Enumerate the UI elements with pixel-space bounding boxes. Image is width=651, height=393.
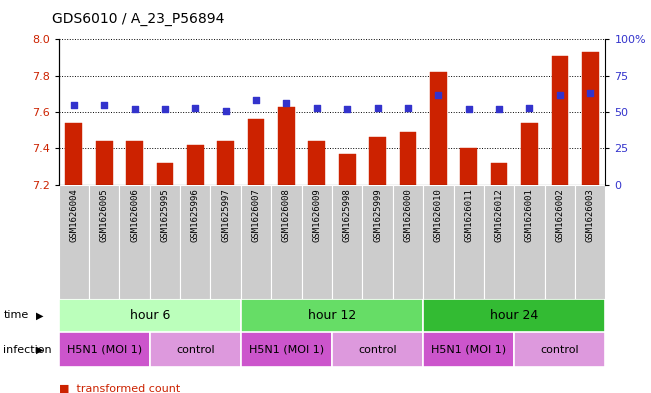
Bar	[150, 332, 241, 367]
Text: GDS6010 / A_23_P56894: GDS6010 / A_23_P56894	[52, 12, 225, 26]
Bar	[491, 163, 507, 185]
Bar	[460, 149, 477, 185]
Text: infection: infection	[3, 345, 52, 355]
Text: GSM1625995: GSM1625995	[160, 188, 169, 242]
Text: GSM1626005: GSM1626005	[100, 188, 109, 242]
Text: ▶: ▶	[36, 345, 44, 355]
Point	[190, 105, 201, 111]
Text: control: control	[540, 345, 579, 355]
Bar	[278, 107, 295, 185]
Text: control: control	[176, 345, 215, 355]
Bar	[423, 332, 514, 367]
Bar	[400, 132, 416, 185]
Bar	[247, 119, 264, 185]
Bar	[514, 185, 545, 299]
Point	[68, 101, 79, 108]
Text: control: control	[358, 345, 397, 355]
Bar	[423, 299, 605, 332]
Point	[585, 90, 596, 96]
Bar	[393, 185, 423, 299]
Text: GSM1625997: GSM1625997	[221, 188, 230, 242]
Bar	[309, 141, 325, 185]
Bar	[217, 141, 234, 185]
Bar	[59, 185, 89, 299]
Text: H5N1 (MOI 1): H5N1 (MOI 1)	[66, 345, 142, 355]
Bar	[332, 332, 423, 367]
Point	[312, 105, 322, 111]
Text: GSM1625998: GSM1625998	[342, 188, 352, 242]
Bar	[119, 185, 150, 299]
Bar	[180, 185, 210, 299]
Bar	[369, 138, 386, 185]
Text: GSM1626010: GSM1626010	[434, 188, 443, 242]
Bar	[241, 332, 332, 367]
Bar	[514, 332, 605, 367]
Point	[494, 106, 505, 112]
Point	[281, 100, 292, 107]
Bar	[59, 332, 150, 367]
Text: GSM1626009: GSM1626009	[312, 188, 322, 242]
Point	[159, 106, 170, 112]
Bar	[545, 185, 575, 299]
Point	[251, 97, 261, 103]
Bar	[150, 185, 180, 299]
Text: GSM1625999: GSM1625999	[373, 188, 382, 242]
Text: ▶: ▶	[36, 310, 44, 320]
Bar	[301, 185, 332, 299]
Point	[464, 106, 474, 112]
Bar	[423, 185, 454, 299]
Point	[99, 101, 109, 108]
Bar	[521, 123, 538, 185]
Text: hour 24: hour 24	[490, 309, 538, 322]
Bar	[156, 163, 173, 185]
Text: GSM1626003: GSM1626003	[586, 188, 595, 242]
Text: hour 12: hour 12	[308, 309, 356, 322]
Bar	[332, 185, 363, 299]
Bar	[575, 185, 605, 299]
Bar	[126, 141, 143, 185]
Text: GSM1626007: GSM1626007	[251, 188, 260, 242]
Text: ■  transformed count: ■ transformed count	[59, 383, 180, 393]
Point	[555, 92, 565, 98]
Bar	[484, 185, 514, 299]
Point	[342, 106, 352, 112]
Bar	[582, 52, 598, 185]
Text: GSM1626008: GSM1626008	[282, 188, 291, 242]
Bar	[271, 185, 301, 299]
Bar	[241, 185, 271, 299]
Text: hour 6: hour 6	[130, 309, 170, 322]
Bar	[551, 56, 568, 185]
Text: H5N1 (MOI 1): H5N1 (MOI 1)	[249, 345, 324, 355]
Text: GSM1626004: GSM1626004	[69, 188, 78, 242]
Bar	[210, 185, 241, 299]
Point	[433, 92, 443, 98]
Text: GSM1626011: GSM1626011	[464, 188, 473, 242]
Bar	[59, 299, 241, 332]
Text: GSM1626006: GSM1626006	[130, 188, 139, 242]
Text: GSM1626000: GSM1626000	[404, 188, 413, 242]
Point	[403, 105, 413, 111]
Text: GSM1625996: GSM1625996	[191, 188, 200, 242]
Bar	[363, 185, 393, 299]
Point	[372, 105, 383, 111]
Text: GSM1626012: GSM1626012	[495, 188, 504, 242]
Bar	[241, 299, 423, 332]
Bar	[430, 72, 447, 185]
Bar	[339, 154, 355, 185]
Bar	[454, 185, 484, 299]
Bar	[187, 145, 204, 185]
Text: GSM1626001: GSM1626001	[525, 188, 534, 242]
Point	[130, 106, 140, 112]
Point	[524, 105, 534, 111]
Bar	[96, 141, 113, 185]
Point	[221, 107, 231, 114]
Bar	[89, 185, 119, 299]
Bar	[65, 123, 82, 185]
Text: H5N1 (MOI 1): H5N1 (MOI 1)	[431, 345, 506, 355]
Text: time: time	[3, 310, 29, 320]
Text: GSM1626002: GSM1626002	[555, 188, 564, 242]
